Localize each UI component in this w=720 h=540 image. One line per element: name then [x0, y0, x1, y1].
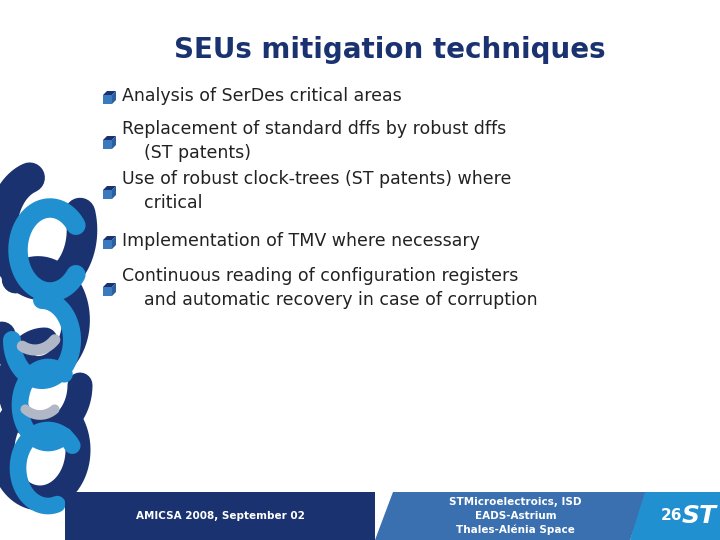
Text: Analysis of SerDes critical areas: Analysis of SerDes critical areas — [122, 87, 402, 105]
Text: Continuous reading of configuration registers
    and automatic recovery in case: Continuous reading of configuration regi… — [122, 267, 538, 309]
Polygon shape — [103, 287, 112, 296]
Text: SEUs mitigation techniques: SEUs mitigation techniques — [174, 36, 606, 64]
Polygon shape — [112, 186, 116, 199]
Polygon shape — [103, 236, 116, 240]
Polygon shape — [112, 283, 116, 296]
Polygon shape — [103, 136, 116, 140]
Polygon shape — [103, 95, 112, 104]
Text: Implementation of TMV where necessary: Implementation of TMV where necessary — [122, 232, 480, 250]
Polygon shape — [112, 91, 116, 104]
Polygon shape — [103, 190, 112, 199]
Polygon shape — [103, 140, 112, 149]
FancyBboxPatch shape — [65, 492, 375, 540]
Text: 26: 26 — [660, 509, 682, 523]
Polygon shape — [630, 492, 720, 540]
Polygon shape — [375, 492, 648, 540]
Polygon shape — [112, 236, 116, 249]
Polygon shape — [103, 283, 116, 287]
Text: ST: ST — [682, 504, 716, 528]
Text: Use of robust clock-trees (ST patents) where
    critical: Use of robust clock-trees (ST patents) w… — [122, 170, 511, 212]
Polygon shape — [103, 240, 112, 249]
Text: AMICSA 2008, September 02: AMICSA 2008, September 02 — [135, 511, 305, 521]
Text: STMicroelectroics, ISD
EADS-Astrium
Thales-Alénia Space: STMicroelectroics, ISD EADS-Astrium Thal… — [449, 497, 582, 535]
Polygon shape — [103, 91, 116, 95]
Polygon shape — [112, 136, 116, 149]
Polygon shape — [103, 186, 116, 190]
Text: Replacement of standard dffs by robust dffs
    (ST patents): Replacement of standard dffs by robust d… — [122, 120, 506, 162]
